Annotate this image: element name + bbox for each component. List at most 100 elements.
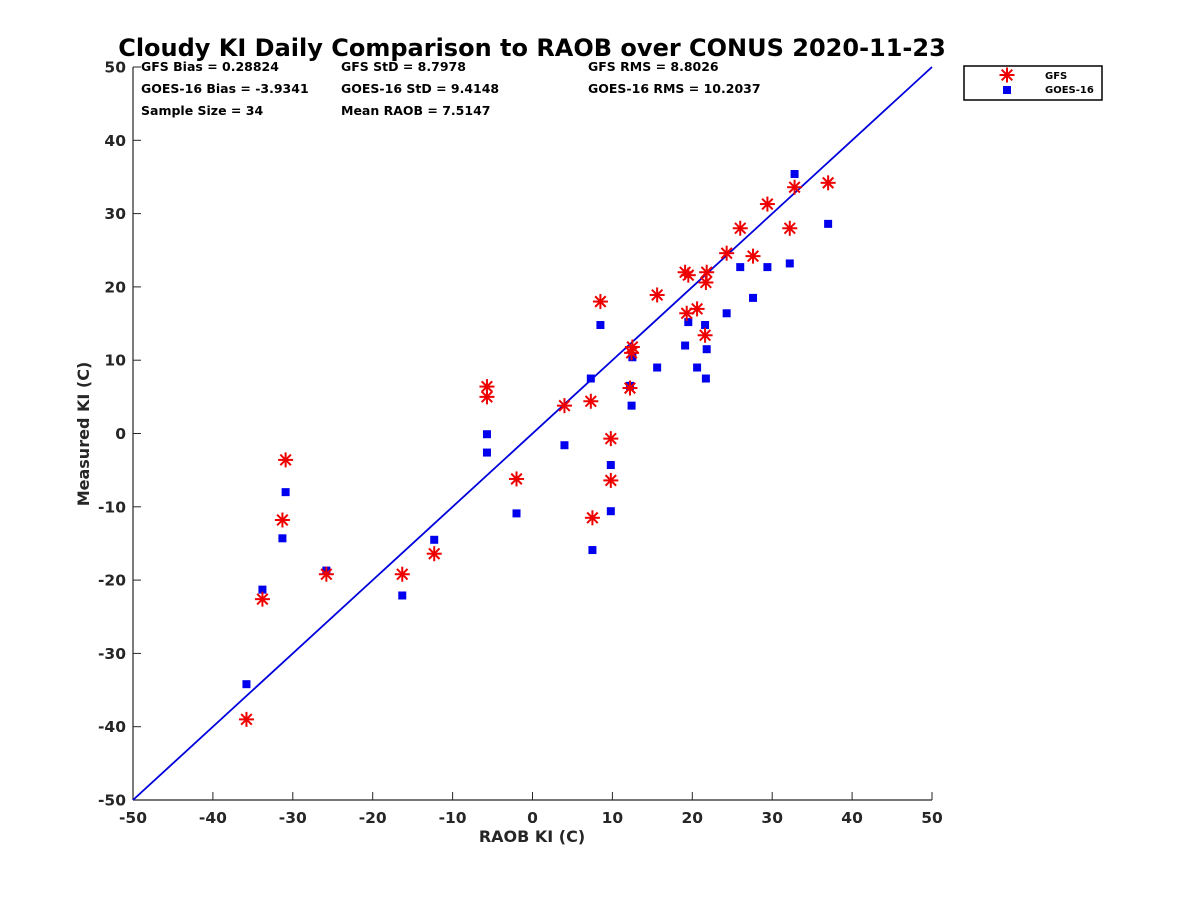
goes16-point — [702, 345, 711, 354]
stat-sample-size: Sample Size = 34 — [141, 103, 263, 118]
legend-goes-label: GOES-16 — [1045, 85, 1094, 96]
goes16-point — [606, 507, 615, 516]
y-tick-label: 20 — [104, 278, 126, 296]
goes16-point — [281, 488, 290, 497]
gfs-point — [759, 196, 775, 212]
x-tick-label: -20 — [359, 809, 387, 827]
goes16-point — [258, 585, 267, 594]
legend: GFS GOES-16 — [963, 65, 1103, 101]
y-tick-label: -30 — [98, 645, 126, 663]
goes16-point — [736, 263, 745, 272]
y-tick-label: 30 — [104, 205, 126, 223]
goes16-point — [653, 363, 662, 372]
y-tick-label: -20 — [98, 572, 126, 590]
gfs-point — [787, 179, 803, 195]
stat-goes-std: GOES-16 StD = 9.4148 — [341, 81, 499, 96]
stat-gfs-std: GFS StD = 8.7978 — [341, 59, 466, 74]
goes16-point — [398, 591, 407, 600]
gfs-point — [592, 294, 608, 310]
gfs-point — [254, 591, 270, 607]
gfs-point — [689, 301, 705, 317]
gfs-point — [732, 220, 748, 236]
gfs-point — [719, 245, 735, 261]
y-tick-label: 0 — [115, 425, 126, 443]
x-tick-label: -10 — [439, 809, 467, 827]
x-tick-label: -40 — [199, 809, 227, 827]
gfs-point — [603, 431, 619, 447]
goes16-point — [684, 318, 693, 327]
gfs-point — [745, 248, 761, 264]
gfs-point — [679, 305, 695, 321]
goes16-point — [512, 509, 521, 518]
gfs-point — [556, 398, 572, 414]
goes16-point — [763, 263, 772, 272]
goes16-point — [242, 680, 251, 689]
gfs-point — [782, 220, 798, 236]
x-tick-label: 40 — [841, 809, 863, 827]
legend-goes-marker — [1003, 86, 1011, 94]
y-tick-label: 10 — [104, 352, 126, 370]
gfs-point — [426, 546, 442, 562]
goes16-point — [785, 259, 794, 268]
gfs-point — [649, 287, 665, 303]
goes16-point — [560, 441, 569, 450]
goes16-point — [681, 341, 690, 350]
gfs-point — [603, 472, 619, 488]
gfs-point — [274, 512, 290, 528]
x-tick-label: 30 — [761, 809, 783, 827]
goes16-point — [701, 374, 710, 383]
y-tick-label: 50 — [104, 59, 126, 77]
goes16-point — [586, 374, 595, 383]
gfs-point — [680, 267, 696, 283]
x-tick-label: -30 — [279, 809, 307, 827]
goes16-point — [824, 219, 833, 228]
y-tick-label: -40 — [98, 718, 126, 736]
gfs-point — [820, 175, 836, 191]
x-tick-label: 20 — [682, 809, 704, 827]
legend-box — [963, 65, 1103, 101]
goes16-point — [588, 546, 597, 555]
legend-gfs-label: GFS — [1045, 71, 1067, 82]
goes16-point — [482, 448, 491, 457]
data-points — [238, 170, 836, 727]
gfs-point — [699, 264, 715, 280]
gfs-point — [509, 471, 525, 487]
gfs-point — [624, 339, 640, 355]
gfs-point — [479, 389, 495, 405]
x-axis-label: RAOB KI (C) — [479, 827, 585, 846]
x-tick-label: -50 — [119, 809, 147, 827]
gfs-point — [479, 379, 495, 395]
goes16-point — [701, 321, 710, 330]
gfs-point — [584, 510, 600, 526]
legend-asterisk-icon — [999, 67, 1015, 83]
gfs-point — [278, 452, 294, 468]
goes16-point — [749, 293, 758, 302]
goes16-point — [482, 430, 491, 439]
legend-square-icon — [1003, 86, 1011, 94]
stat-gfs-rms: GFS RMS = 8.8026 — [588, 59, 719, 74]
gfs-point — [622, 380, 638, 396]
stat-gfs-bias: GFS Bias = 0.28824 — [141, 59, 279, 74]
gfs-point — [583, 393, 599, 409]
goes16-point — [627, 401, 636, 410]
goes16-point — [722, 309, 731, 318]
gfs-point — [318, 566, 334, 582]
goes16-point — [790, 170, 799, 179]
legend-gfs-marker — [999, 67, 1015, 83]
y-tick-label: -50 — [98, 792, 126, 810]
stat-goes-rms: GOES-16 RMS = 10.2037 — [588, 81, 761, 96]
goes16-point — [430, 535, 439, 544]
y-axis-label: Measured KI (C) — [74, 362, 93, 507]
y-tick-label: -10 — [98, 498, 126, 516]
goes16-point — [606, 461, 615, 470]
gfs-point — [394, 566, 410, 582]
stat-goes-bias: GOES-16 Bias = -3.9341 — [141, 81, 309, 96]
chart-title: Cloudy KI Daily Comparison to RAOB over … — [118, 34, 946, 62]
x-tick-label: 0 — [527, 809, 538, 827]
x-tick-label: 50 — [921, 809, 943, 827]
goes16-point — [693, 363, 702, 372]
y-tick-label: 40 — [104, 132, 126, 150]
one-to-one-line — [132, 66, 933, 801]
goes16-point — [596, 321, 605, 330]
